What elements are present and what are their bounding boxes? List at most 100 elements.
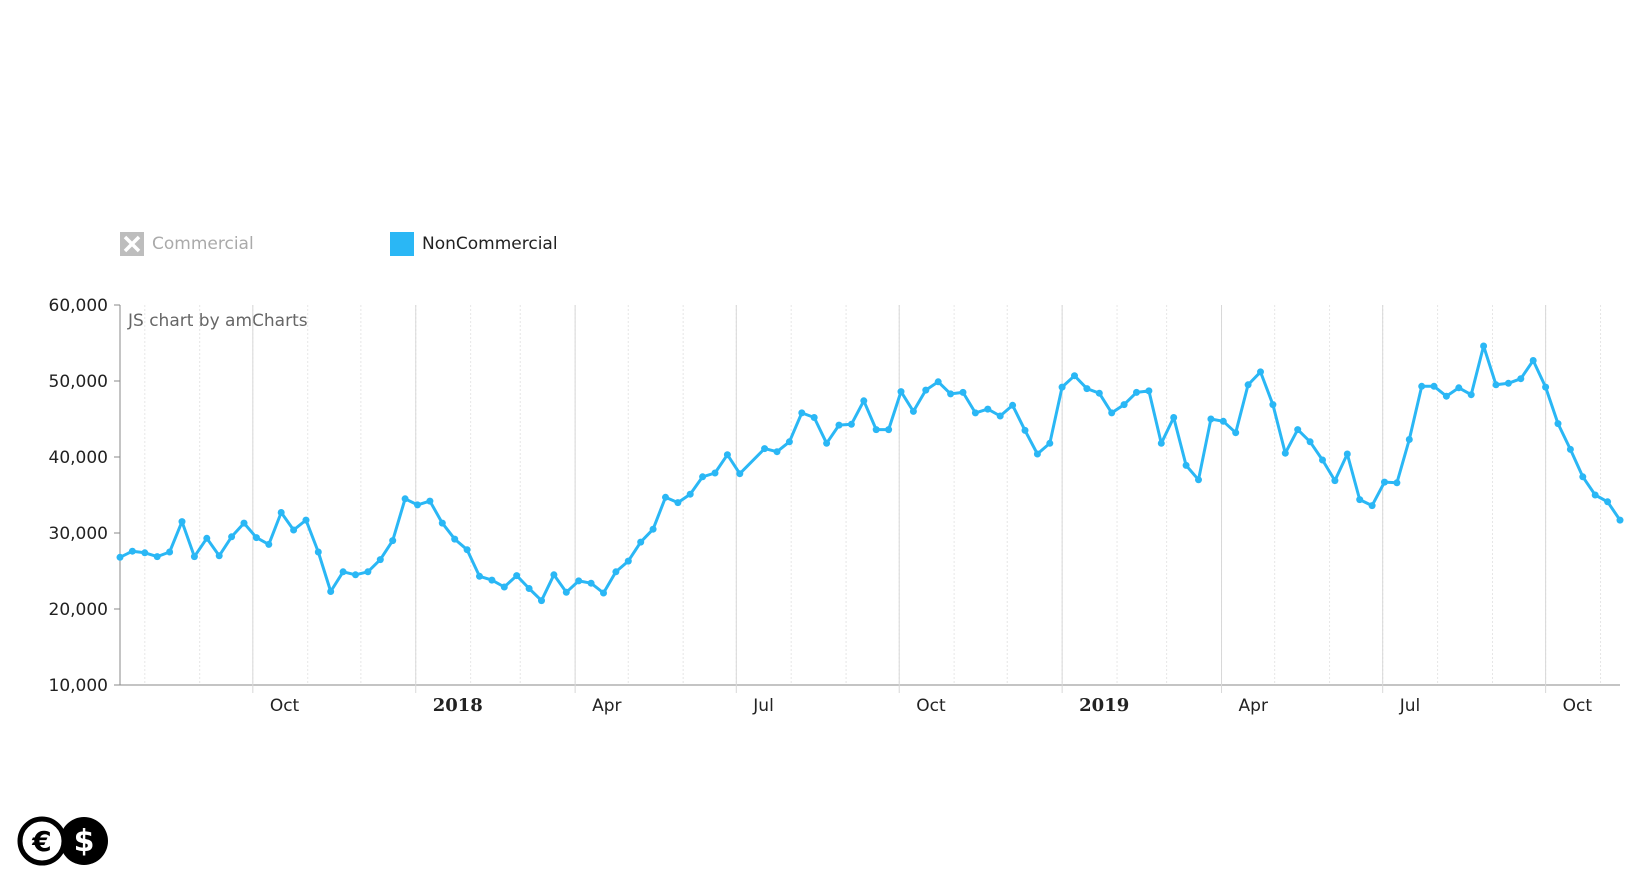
data-point [438,519,446,527]
data-point [1157,439,1165,447]
data-point [736,470,744,478]
x-tick-label: Apr [592,696,621,716]
data-point [389,537,397,545]
data-point [500,583,508,591]
data-point [1393,479,1401,487]
data-point [1145,387,1153,395]
dollar-symbol: $ [74,824,95,859]
data-point [1232,429,1240,437]
euro-coin-icon [17,816,67,866]
data-point [847,420,855,428]
y-tick-label: 20,000 [49,600,108,620]
data-point [153,553,161,561]
data-point [1170,414,1178,421]
data-point [600,589,607,597]
data-point [1542,383,1550,391]
data-point [1616,516,1624,524]
data-point [166,548,174,556]
data-point [1021,426,1029,434]
data-point [562,588,570,596]
data-point [141,549,149,557]
data-point [1195,476,1202,484]
data-point [637,538,645,546]
data-point [203,534,211,542]
data-point [922,386,930,394]
data-point [984,405,992,413]
data-point [1219,417,1227,425]
data-point [971,409,979,417]
data-point [525,585,533,592]
data-point [414,501,421,509]
x-tick-label: Apr [1239,696,1268,716]
data-point [1207,415,1215,423]
data-point [252,534,260,542]
data-point [1182,461,1190,469]
data-point [1430,382,1438,390]
x-tick-label: Oct [1563,696,1593,716]
legend-marker-icon [390,232,414,256]
data-point [1591,491,1599,499]
data-point [885,426,893,434]
data-point [352,571,359,579]
data-point [947,390,955,398]
data-point [612,568,620,576]
data-point [662,493,669,501]
data-point [897,388,905,396]
data-point [1455,384,1463,392]
legend-item-noncommercial[interactable]: NonCommercial [390,232,558,256]
data-point [835,421,843,429]
data-point [314,548,322,556]
data-point [538,597,545,605]
data-point [1033,450,1041,458]
data-point [1058,383,1066,391]
data-point [1120,401,1128,409]
data-point [872,426,880,434]
data-point [1418,382,1426,390]
y-tick-label: 60,000 [49,296,108,316]
data-point [463,546,471,554]
data-point [401,495,409,503]
legend-hidden-marker-icon [120,232,144,256]
x-tick-label: Oct [916,696,946,716]
data-point [290,526,298,534]
data-point [1294,426,1302,434]
euro-symbol: € [31,825,51,858]
data-point [1442,392,1450,400]
data-point [1281,449,1289,457]
data-point [116,553,124,561]
x-tick-label: 2019 [1079,695,1129,716]
data-point [761,445,769,453]
data-point [1480,342,1488,350]
data-point [128,547,136,555]
data-point [1529,357,1537,364]
data-point [1071,372,1078,380]
data-point [1331,477,1339,485]
legend-item-commercial[interactable]: Commercial [120,232,254,256]
data-point [996,412,1004,420]
data-point [1356,496,1364,504]
data-point [426,497,434,505]
data-point [178,518,186,526]
data-point [934,378,942,386]
data-point [1368,502,1376,510]
data-point [327,588,335,595]
data-point [240,519,248,527]
data-point [339,568,347,576]
data-point [1579,473,1587,481]
data-point [302,516,310,524]
data-point [810,414,818,421]
data-point [1504,379,1512,387]
data-point [1306,438,1314,446]
data-point [959,388,967,396]
data-point [1257,368,1264,376]
data-point [1554,420,1562,428]
data-point [190,553,198,561]
data-point [909,407,917,415]
data-point [1009,401,1017,409]
data-point [451,535,459,543]
data-point [1467,391,1475,399]
data-point [1244,381,1252,389]
legend-label-commercial: Commercial [152,234,254,254]
data-point [1095,389,1103,397]
data-point [364,568,372,576]
